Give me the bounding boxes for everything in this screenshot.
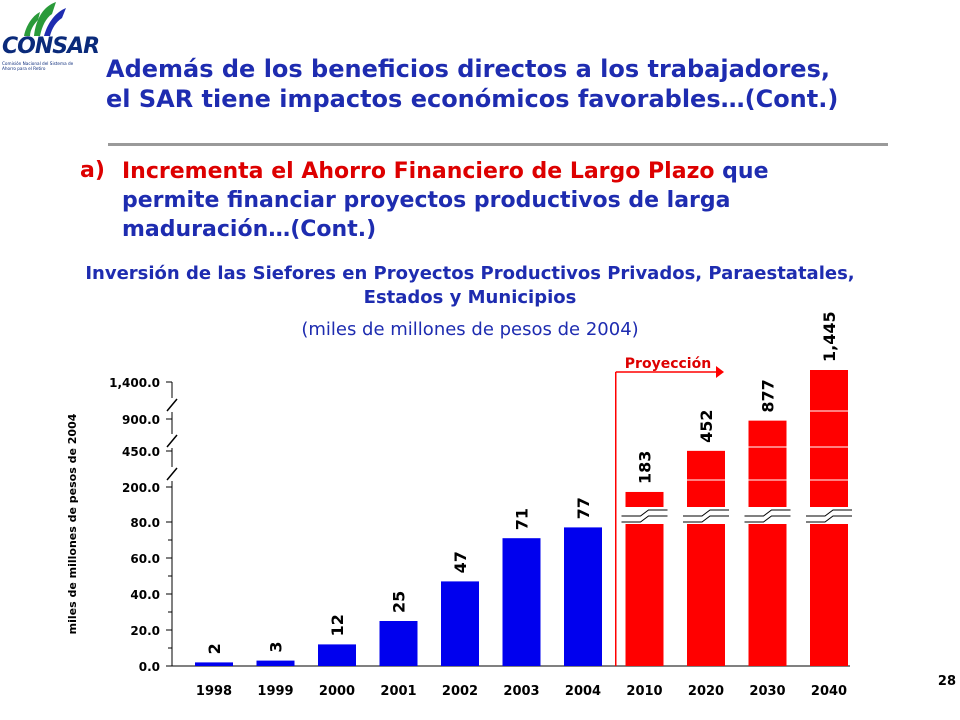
x-tick-label: 2040: [811, 684, 847, 699]
bar-break-mark: [744, 515, 791, 523]
bar-break-mark: [683, 515, 729, 523]
data-label-2010: 183: [636, 451, 655, 484]
data-label-2002: 47: [451, 551, 470, 573]
y-axis-break-mark: [166, 398, 178, 412]
bar-break-mark: [806, 515, 852, 523]
bar-2040-lower: [810, 524, 848, 666]
page-title: Además de los beneficios directos a los …: [106, 54, 926, 114]
y-tick-label: 40.0: [130, 588, 160, 602]
x-tick-label: 2000: [319, 684, 355, 699]
bar-2010-upper: [625, 491, 664, 507]
y-tick-label: 0.0: [139, 660, 160, 674]
bullet-rest: que permite financiar proyectos producti…: [122, 159, 769, 242]
x-tick-label: 1999: [257, 684, 293, 699]
bar-2000: [318, 644, 356, 666]
x-tick-label: 2004: [565, 684, 601, 699]
data-label-2040: 1,445: [820, 311, 839, 362]
x-tick-label: 2001: [380, 684, 416, 699]
consar-emblem-icon: [24, 2, 66, 36]
y-tick-label: 450.0: [122, 445, 160, 459]
bar-break-mark: [806, 509, 852, 517]
bar-1999: [256, 660, 295, 666]
bar-2040-upper: [810, 370, 848, 507]
bar-break-mark: [621, 509, 668, 517]
y-tick-label: 80.0: [130, 516, 160, 530]
page-title-line-1: Además de los beneficios directos a los …: [106, 55, 830, 83]
bar-2001: [379, 621, 418, 666]
bar-break-mark: [744, 509, 791, 517]
consar-subtitle: Comisión Nacional del Sistema de Ahorro …: [2, 61, 74, 71]
bar-2020-lower: [687, 524, 725, 666]
y-tick-label: 200.0: [122, 481, 160, 495]
x-tick-label: 2002: [442, 684, 478, 699]
data-label-2030: 877: [759, 379, 778, 412]
y-tick-label: 20.0: [130, 624, 160, 638]
y-axis-break-mark: [166, 467, 178, 481]
page-title-line-2: el SAR tiene impactos económicos favorab…: [106, 85, 839, 113]
projection-arrow-icon: [716, 366, 724, 378]
bar-1998: [195, 662, 233, 666]
chart-title: Inversión de las Siefores en Proyectos P…: [85, 263, 855, 308]
bar-2020-upper: [687, 450, 725, 507]
bar-2004: [564, 527, 602, 666]
y-tick-label: 900.0: [122, 413, 160, 427]
bar-break-mark: [621, 515, 668, 523]
title-divider: [108, 143, 888, 146]
bar-2030-lower: [748, 524, 787, 666]
bar-2003: [502, 538, 541, 666]
y-tick-label: 1,400.0: [109, 376, 160, 390]
y-tick-label: 60.0: [130, 552, 160, 566]
bullet-text: Incrementa el Ahorro Financiero de Largo…: [122, 157, 842, 244]
data-label-1999: 3: [267, 641, 286, 652]
bar-2002: [441, 581, 479, 666]
data-label-2000: 12: [328, 614, 347, 636]
bar-2010-lower: [625, 524, 664, 666]
bar-break-mark: [683, 509, 729, 517]
x-tick-label: 2030: [749, 684, 785, 699]
data-label-2020: 452: [697, 409, 716, 442]
bullet-highlight-1: Incrementa el: [122, 159, 294, 184]
data-label-2003: 71: [513, 508, 532, 530]
y-axis-break-mark: [166, 434, 178, 448]
bullet-marker: a): [80, 158, 105, 183]
data-label-1998: 2: [205, 643, 224, 654]
page-number: 28: [937, 674, 956, 689]
y-axis-title: miles de millones de pesos de 2004: [66, 413, 79, 634]
bar-2030-upper: [748, 420, 787, 507]
x-tick-label: 2010: [626, 684, 662, 699]
x-tick-label: 1998: [196, 684, 232, 699]
bullet-highlight-3: Financiero de Largo Plazo: [393, 159, 715, 184]
bullet-highlight-2: Ahorro: [301, 159, 386, 184]
consar-wordmark: CONSAR: [2, 34, 100, 59]
x-tick-label: 2003: [503, 684, 539, 699]
consar-logo: CONSAR Comisión Nacional del Sistema de …: [0, 0, 100, 100]
x-tick-label: 2020: [688, 684, 724, 699]
chart-subtitle: (miles de millones de pesos de 2004): [301, 319, 639, 340]
data-label-2004: 77: [574, 497, 593, 519]
projection-label: Proyección: [625, 356, 711, 372]
data-label-2001: 25: [390, 591, 409, 613]
